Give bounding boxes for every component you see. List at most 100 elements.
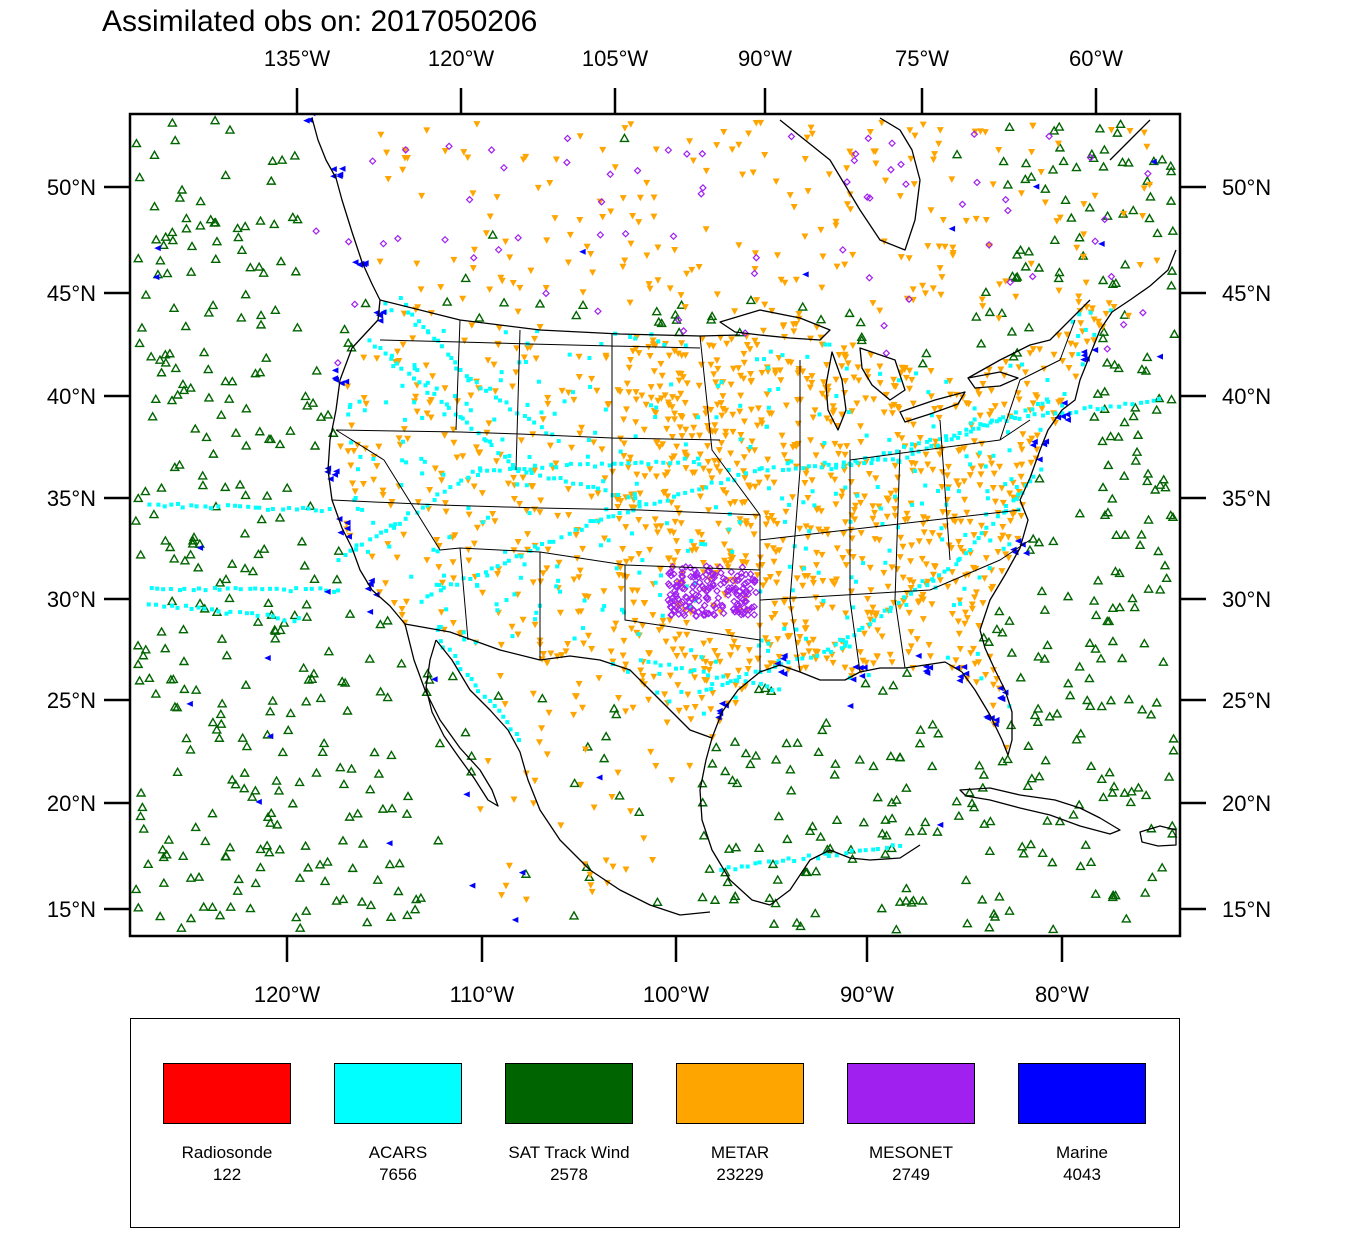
sat-wind-point bbox=[294, 922, 306, 932]
acars-point bbox=[853, 579, 858, 584]
acars-point bbox=[863, 848, 868, 853]
acars-point bbox=[372, 344, 377, 349]
acars-point bbox=[603, 407, 608, 412]
acars-point bbox=[588, 519, 593, 524]
acars-point bbox=[389, 308, 394, 313]
mesonet-point bbox=[739, 584, 748, 593]
marine-point bbox=[1064, 416, 1071, 423]
sat-wind-point bbox=[135, 549, 146, 559]
metar-point bbox=[805, 648, 813, 655]
legend-panel: Radiosonde 122 ACARS 7656 SAT Track Wind 2578… bbox=[130, 1018, 1180, 1228]
metar-point bbox=[998, 485, 1006, 492]
mesonet-point bbox=[678, 578, 687, 587]
metar-point bbox=[671, 410, 679, 418]
metar-point bbox=[982, 555, 990, 562]
metar-point bbox=[819, 578, 827, 585]
acars-point bbox=[238, 587, 243, 592]
sat-wind-point bbox=[294, 872, 306, 882]
metar-point bbox=[927, 368, 935, 375]
mesonet-point bbox=[469, 253, 478, 262]
sat-wind-point bbox=[964, 787, 975, 797]
acars-point bbox=[404, 302, 409, 307]
mesonet-point bbox=[667, 571, 675, 580]
acars-point bbox=[343, 553, 348, 558]
metar-point bbox=[513, 345, 521, 352]
acars-point bbox=[524, 483, 529, 488]
metar-point bbox=[675, 377, 683, 385]
acars-point bbox=[544, 431, 549, 436]
sat-wind-point bbox=[221, 650, 233, 660]
metar-point bbox=[635, 219, 643, 226]
metar-point bbox=[579, 289, 587, 296]
metar-point bbox=[412, 393, 420, 401]
acars-point bbox=[606, 514, 611, 519]
sat-wind-point bbox=[980, 286, 992, 297]
acars-point bbox=[527, 454, 532, 459]
acars-point bbox=[398, 296, 403, 301]
sat-wind-point bbox=[1058, 156, 1069, 166]
metar-point bbox=[735, 242, 743, 249]
us-canada-border-east bbox=[967, 299, 1091, 379]
acars-point bbox=[596, 519, 601, 524]
left-lat-label: 50°N bbox=[47, 175, 96, 200]
metar-point bbox=[1015, 396, 1023, 404]
sat-wind-point bbox=[365, 784, 376, 794]
sat-wind-point bbox=[277, 747, 289, 757]
metar-point bbox=[505, 862, 513, 870]
metar-point bbox=[491, 518, 499, 525]
acars-point bbox=[987, 566, 992, 571]
sat-wind-point bbox=[179, 555, 191, 565]
acars-point bbox=[697, 462, 702, 467]
metar-point bbox=[1002, 551, 1010, 558]
acars-point bbox=[447, 535, 452, 540]
metar-point bbox=[485, 420, 493, 427]
sat-wind-point bbox=[1136, 364, 1148, 374]
marine-point bbox=[997, 685, 1004, 692]
metar-point bbox=[689, 469, 697, 477]
metar-point bbox=[1026, 350, 1034, 357]
acars-point bbox=[529, 470, 534, 475]
metar-point bbox=[956, 645, 964, 653]
sat-wind-point bbox=[915, 724, 926, 734]
acars-point bbox=[203, 588, 208, 593]
acars-point bbox=[246, 504, 251, 509]
acars-point bbox=[929, 413, 934, 418]
metar-point bbox=[1065, 365, 1073, 372]
metar-point bbox=[864, 368, 872, 376]
metar-point bbox=[566, 231, 574, 239]
metar-point bbox=[775, 570, 783, 578]
metar-point bbox=[892, 383, 900, 391]
marine-point bbox=[330, 166, 337, 173]
acars-point bbox=[510, 463, 515, 468]
metar-point bbox=[705, 507, 713, 514]
sat-wind-point bbox=[131, 138, 142, 148]
sat-wind-point bbox=[160, 357, 172, 367]
metar-point bbox=[1068, 352, 1076, 359]
metar-point bbox=[861, 493, 869, 501]
metar-point bbox=[1063, 331, 1071, 339]
metar-point bbox=[777, 276, 785, 284]
sat-wind-point bbox=[252, 616, 264, 626]
sat-wind-point bbox=[262, 811, 274, 822]
mesonet-point bbox=[723, 587, 732, 596]
metar-point bbox=[578, 424, 586, 432]
acars-point bbox=[556, 578, 561, 583]
metar-point bbox=[872, 475, 880, 482]
acars-point bbox=[822, 649, 827, 654]
sat-wind-point bbox=[1145, 709, 1157, 719]
sat-wind-point bbox=[900, 895, 912, 905]
sat-wind-point bbox=[1166, 394, 1177, 404]
metar-point bbox=[625, 364, 633, 372]
sat-wind-point bbox=[253, 261, 265, 271]
metar-point bbox=[978, 296, 986, 303]
sat-wind-point bbox=[267, 695, 278, 705]
metar-point bbox=[468, 322, 476, 329]
marine-point bbox=[849, 676, 857, 683]
metar-point bbox=[781, 622, 789, 630]
metar-point bbox=[528, 482, 536, 490]
mesonet-point bbox=[674, 595, 682, 603]
sat-wind-point bbox=[584, 871, 595, 882]
metar-point bbox=[961, 609, 969, 617]
marine-point bbox=[846, 702, 854, 709]
metar-point bbox=[555, 559, 563, 567]
